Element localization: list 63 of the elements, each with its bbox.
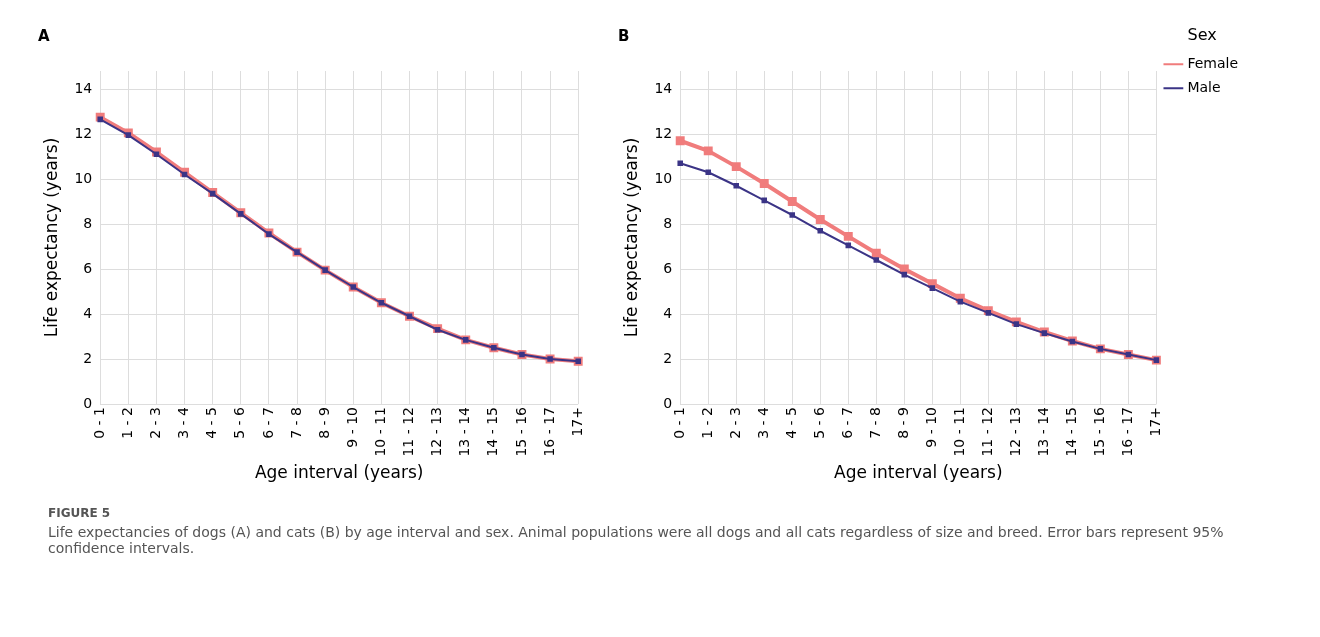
chart-title: B bbox=[618, 26, 630, 45]
x-tick-label: 5 - 6 bbox=[810, 406, 827, 439]
text: Life expectancies of dogs (A) and cats (B) by age interval and sex. Animal populations were all dogs and all cats regardless of size and breed. Error bars represent 95% confidence intervals. bbox=[48, 524, 1225, 556]
x-tick-label: 17+ bbox=[1147, 407, 1164, 437]
x-tick-label: 16 - 17 bbox=[540, 407, 557, 457]
y-tick-label: 14 bbox=[74, 79, 93, 96]
x-tick-label: 7 - 8 bbox=[866, 407, 883, 439]
y-tick-label: 8 bbox=[83, 214, 93, 231]
x-tick-label: 5 - 6 bbox=[231, 406, 248, 439]
x-tick-label: 15 - 16 bbox=[1091, 406, 1107, 457]
y-tick-label: 6 bbox=[663, 259, 673, 276]
x-tick-label: 4 - 5 bbox=[203, 407, 220, 439]
x-tick-label: 16 - 17 bbox=[1119, 407, 1136, 457]
y-tick-label: 10 bbox=[654, 169, 673, 186]
x-tick-label: 15 - 16 bbox=[512, 406, 529, 457]
x-axis-title: Age interval (years) bbox=[254, 462, 424, 483]
x-tick-label: 0 - 1 bbox=[90, 407, 107, 439]
x-tick-label: 8 - 9 bbox=[894, 407, 911, 439]
y-tick-label: 0 bbox=[663, 394, 673, 411]
x-tick-label: 7 - 8 bbox=[287, 407, 304, 439]
y-tick-label: 10 bbox=[74, 169, 93, 186]
x-tick-label: 14 - 15 bbox=[484, 407, 501, 457]
x-tick-label: 14 - 15 bbox=[1062, 407, 1079, 457]
y-tick-label: 8 bbox=[663, 214, 673, 231]
y-tick-label: 12 bbox=[74, 124, 93, 141]
y-tick-label: 4 bbox=[83, 304, 93, 321]
x-tick-label: 9 - 10 bbox=[343, 407, 360, 448]
x-tick-label: 3 - 4 bbox=[175, 406, 192, 439]
x-tick-label: 0 - 1 bbox=[670, 407, 687, 439]
x-tick-label: 11 - 12 bbox=[978, 407, 995, 457]
x-tick-label: 3 - 4 bbox=[754, 406, 771, 439]
x-tick-label: 1 - 2 bbox=[698, 407, 715, 439]
y-axis-title: Life expectancy (years) bbox=[620, 137, 641, 338]
x-tick-label: 6 - 7 bbox=[259, 407, 276, 439]
y-tick-label: 2 bbox=[663, 349, 673, 366]
y-tick-label: 0 bbox=[83, 394, 93, 411]
x-tick-label: 17+ bbox=[568, 407, 585, 437]
y-tick-label: 6 bbox=[83, 259, 93, 276]
x-tick-label: 6 - 7 bbox=[838, 407, 855, 439]
legend-label: Male bbox=[1187, 78, 1221, 95]
y-axis-title: Life expectancy (years) bbox=[40, 137, 61, 338]
x-tick-label: 4 - 5 bbox=[782, 407, 799, 439]
x-tick-label: 12 - 13 bbox=[1006, 407, 1023, 457]
x-tick-label: 2 - 3 bbox=[726, 407, 743, 439]
x-tick-label: 13 - 14 bbox=[456, 406, 473, 457]
x-tick-label: 12 - 13 bbox=[428, 407, 445, 457]
x-tick-label: 10 - 11 bbox=[372, 407, 389, 457]
legend-label: Female bbox=[1187, 54, 1238, 71]
y-tick-label: 4 bbox=[663, 304, 673, 321]
caption: FIGURE 5 bbox=[48, 506, 112, 520]
x-tick-label: 10 - 11 bbox=[950, 407, 967, 457]
chart-title: A bbox=[38, 26, 50, 45]
y-tick-label: 2 bbox=[83, 349, 93, 366]
x-axis-title: Age interval (years) bbox=[834, 462, 1003, 483]
x-tick-label: 11 - 12 bbox=[400, 407, 417, 457]
x-tick-label: 1 - 2 bbox=[118, 407, 135, 439]
x-tick-label: 13 - 14 bbox=[1034, 406, 1051, 457]
y-tick-label: 14 bbox=[654, 79, 673, 96]
x-tick-label: 9 - 10 bbox=[922, 407, 939, 448]
x-tick-label: 8 - 9 bbox=[315, 407, 332, 439]
legend-title: Sex bbox=[1187, 25, 1217, 45]
x-tick-label: 2 - 3 bbox=[147, 407, 164, 439]
y-tick-label: 12 bbox=[654, 124, 673, 141]
